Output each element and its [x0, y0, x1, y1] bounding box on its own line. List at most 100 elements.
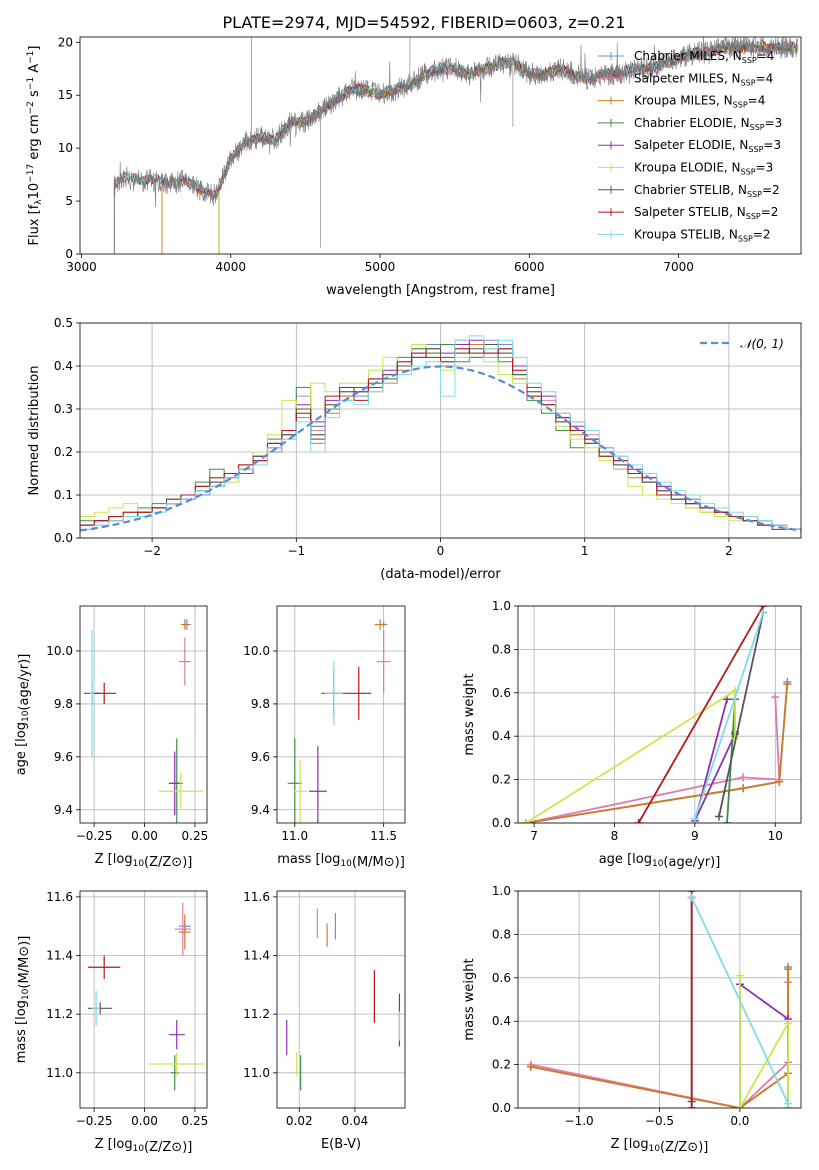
histogram-step — [80, 335, 801, 538]
mass_weight_vs_Z-xlabel: Z [log10(Z/Z⊙)] — [611, 1137, 709, 1155]
y-tick-label: 0.2 — [492, 773, 511, 787]
residuals-plot-area — [80, 335, 801, 538]
errorbar-point — [168, 1020, 185, 1050]
age_vs_mass-frame — [276, 605, 406, 824]
legend-label-sub: SSP — [741, 78, 756, 87]
spectrum-ylabel-part: erg cm — [27, 114, 42, 163]
axis-title-part: 10 — [21, 710, 31, 722]
spectrum-plot-area — [113, 37, 799, 254]
legend-label-name: Kroupa MILES, N — [634, 94, 733, 108]
age_vs_mass-xlabel: mass [log10(M/M⊙)] — [277, 852, 405, 870]
x-tick-label: 0 — [437, 544, 445, 558]
errorbar-point — [170, 1055, 179, 1091]
mass_weight_vs_age-plot-area — [522, 606, 792, 823]
legend-label-name: Chabrier ELODIE, N — [634, 116, 750, 130]
y-tick-label: 11.0 — [243, 1066, 270, 1080]
legend-label-name: Kroupa ELODIE, N — [634, 161, 741, 175]
mass_vs_ebv-xlabel: E(B-V) — [321, 1137, 361, 1152]
weight-marker — [784, 1019, 793, 1028]
age_vs_mass-frame-group: 11.0 11.5 9.4 9.6 9.8 10.0 mass [log10(M/M⊙)] — [243, 605, 406, 870]
x-tick-label: 7 — [530, 829, 538, 843]
axis-title-part: (age/yr)] — [663, 855, 720, 870]
axis-title-part: mass [ — [277, 852, 320, 867]
errorbar-point — [293, 759, 308, 823]
weight-marker — [634, 819, 643, 823]
legend-label: 𝒩(0, 1) — [740, 337, 784, 351]
errorbar-point — [178, 637, 191, 686]
spectrum-frame-group: 3000 4000 5000 6000 7000 0 5 10 15 20 wavelength [… — [26, 35, 802, 298]
axis-title-part: 10 — [652, 859, 664, 869]
spectrum-frame — [79, 36, 802, 255]
weight-marker — [759, 608, 768, 617]
weight-marker — [522, 819, 531, 823]
errorbar-point — [92, 990, 101, 1026]
axis-title-part: log — [632, 852, 652, 867]
axis-title-part: mass weight — [462, 958, 477, 1040]
legend-label-value: =3 — [756, 161, 774, 175]
legend-label-value: =4 — [757, 49, 775, 63]
mass_weight_vs_Z-frame-group: −1.0 −0.5 0.0 0.0 0.2 0.4 0.6 0.8 1.0 Z [log10(Z/… — [462, 884, 802, 1155]
axis-title-part: mass [ — [14, 1020, 29, 1063]
axis-title-part: Normed distribution — [27, 366, 42, 496]
axis-title-part: (Z/Z⊙)] — [660, 1140, 708, 1155]
x-tick-label: 4000 — [215, 260, 246, 274]
y-tick-label: 0.0 — [492, 816, 511, 830]
errorbar-point — [309, 746, 327, 823]
weight-marker — [784, 1099, 793, 1108]
axis-title-part: log — [113, 852, 133, 867]
axis-title-part: E(B-V) — [321, 1137, 361, 1152]
x-tick-label: −2 — [143, 544, 161, 558]
axis-title-part: log — [14, 722, 29, 742]
axis-title-part: (M/M⊙)] — [17, 936, 32, 989]
y-tick-label: 0.6 — [492, 971, 511, 985]
mass_weight_vs_Z-ylabel: mass weight — [462, 958, 477, 1040]
errorbar-point — [178, 914, 191, 950]
y-tick-label: 0.2 — [54, 445, 73, 459]
errorbar-point — [325, 661, 343, 726]
weight-marker — [714, 812, 723, 821]
weight-line — [694, 612, 765, 819]
spectrum-xlabel: wavelength [Angstrom, rest frame] — [326, 283, 555, 298]
axis-title-part: 10 — [649, 1144, 661, 1154]
legend-label: Chabrier ELODIE, NSSP=3 — [634, 116, 782, 132]
x-tick-label: 0.04 — [342, 1114, 369, 1128]
y-tick-label: 11.0 — [46, 1066, 73, 1080]
spectrum-ylabel-part: λ — [34, 199, 44, 205]
axis-title-part: age [ — [14, 742, 29, 775]
axis-title-part: (Z/Z⊙)] — [144, 1140, 192, 1155]
y-tick-label: 0.8 — [492, 642, 511, 656]
weight-marker — [775, 777, 784, 786]
x-tick-label: 10 — [768, 829, 783, 843]
y-tick-label: 5 — [65, 194, 73, 208]
y-tick-label: 11.6 — [46, 890, 73, 904]
x-tick-label: −0.25 — [76, 1114, 113, 1128]
errorbar-point — [148, 1052, 205, 1076]
weight-marker — [687, 1104, 696, 1108]
axis-title-part: age [ — [599, 852, 632, 867]
y-tick-label: 11.6 — [243, 890, 270, 904]
y-tick-label: 0.6 — [492, 686, 511, 700]
y-tick-label: 0.8 — [492, 927, 511, 941]
axis-title-part: wavelength [Angstrom, rest frame] — [326, 283, 555, 298]
legend-label: Chabrier STELIB, NSSP=2 — [634, 183, 780, 199]
legend-label-sub: SSP — [747, 190, 762, 199]
legend-label-sub: SSP — [738, 234, 753, 243]
x-tick-label: 0.00 — [131, 829, 158, 843]
y-tick-label: 10.0 — [46, 644, 73, 658]
weight-marker — [783, 680, 792, 689]
legend-label: Kroupa ELODIE, NSSP=3 — [634, 161, 773, 177]
legend-label: Kroupa MILES, NSSP=4 — [634, 94, 765, 110]
y-tick-label: 9.4 — [251, 803, 270, 817]
axis-title-part: log — [113, 1137, 133, 1152]
axis-title-part: log — [629, 1137, 649, 1152]
mass_vs_ebv-axes: 0.02 0.04 11.0 11.2 11.4 11.6 E(B-V) — [243, 890, 406, 1152]
mass_vs_ebv-plot-area — [286, 908, 401, 1091]
legend-label: Kroupa STELIB, NSSP=2 — [634, 227, 771, 243]
axis-title-part: log — [321, 852, 341, 867]
age_vs_Z-frame — [79, 605, 208, 824]
x-tick-label: 7000 — [663, 260, 694, 274]
y-tick-label: 0.1 — [54, 488, 73, 502]
